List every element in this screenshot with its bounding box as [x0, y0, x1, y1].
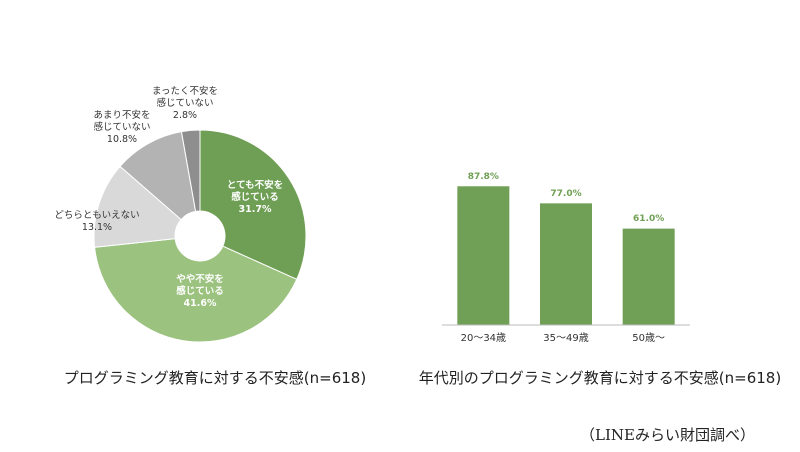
slice-label: まったく不安を 感じていない 2.8% [152, 86, 218, 122]
slice-label: とても不安を 感じている 31.7% [227, 180, 283, 216]
bar-value-label: 61.0% [633, 214, 664, 224]
slice-value: 10.8% [106, 134, 138, 145]
slice-label: どちらともいえない 13.1% [54, 210, 139, 234]
pie-slice [180, 129, 201, 212]
slice-category: まったく不安を 感じていない [151, 86, 219, 109]
slice-value: 2.8% [172, 110, 198, 121]
slice-label: やや不安を 感じている 41.6% [176, 274, 224, 310]
bar-value-label: 87.8% [468, 172, 499, 182]
slice-category: やや不安を 感じている [176, 274, 224, 297]
x-tick-label: 20～34歳 [461, 332, 506, 344]
x-tick-label: 35～49歳 [543, 332, 588, 344]
slice-value: 13.1% [81, 222, 113, 233]
source-note: （LINEみらい財団調べ） [580, 426, 755, 444]
bar-value-label: 77.0% [550, 189, 581, 199]
pie-slice [93, 165, 182, 248]
bar-title: 年代別のプログラミング教育に対する不安感(n=618) [418, 369, 782, 387]
bar [457, 186, 510, 325]
pie-slice [199, 129, 307, 280]
pie-slice [94, 238, 298, 343]
slice-category: とても不安を 感じている [226, 180, 284, 203]
slice-value: 31.7% [238, 204, 272, 215]
pie-title: プログラミング教育に対する不安感(n=618) [63, 369, 367, 387]
slice-category: どちらともいえない [54, 210, 140, 221]
x-tick-label: 50歳～ [632, 332, 665, 344]
slice-category: あまり不安を 感じていない [93, 110, 151, 133]
bar [622, 228, 675, 325]
bar [540, 203, 592, 325]
slice-value: 41.6% [183, 298, 217, 309]
slice-label: あまり不安を 感じていない 10.8% [93, 110, 150, 146]
